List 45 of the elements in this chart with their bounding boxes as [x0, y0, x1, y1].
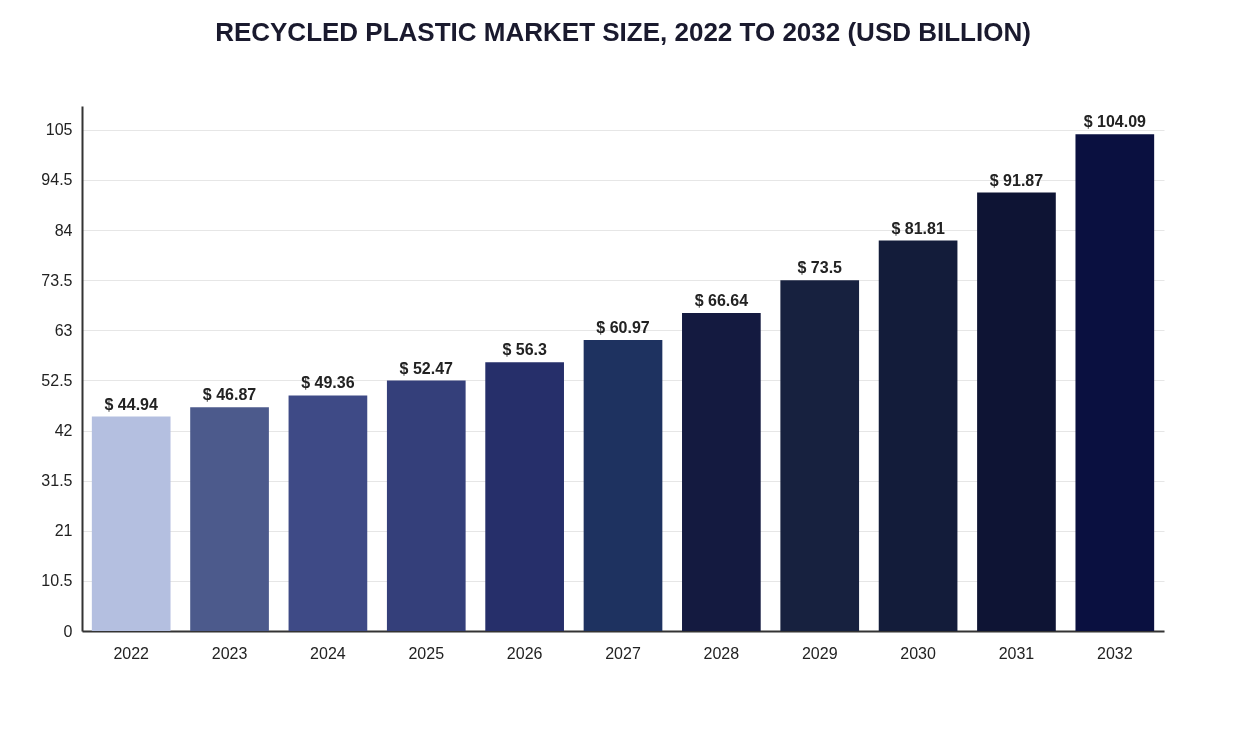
bar: [288, 395, 368, 631]
x-tick-label: 2026: [506, 644, 543, 662]
data-label: $ 46.87: [202, 386, 257, 404]
data-label: $ 81.81: [891, 219, 945, 237]
y-tick-label: 52.5: [41, 371, 73, 389]
y-tick-label: 0: [63, 622, 73, 640]
bar: [1075, 134, 1155, 631]
bar: [91, 416, 171, 631]
x-tick-label: 2028: [703, 644, 740, 662]
x-tick-label: 2023: [211, 644, 248, 662]
bar: [878, 240, 958, 631]
x-tick-label: 2024: [310, 644, 346, 662]
x-tick-label: 2031: [998, 644, 1035, 662]
data-label: $ 73.5: [797, 259, 843, 277]
bar: [386, 380, 466, 631]
y-tick-label: 73.5: [41, 271, 73, 289]
y-tick-label: 21: [54, 522, 73, 540]
bar: [682, 312, 761, 631]
x-tick-label: 2030: [900, 644, 936, 662]
x-tick-label: 2032: [1097, 644, 1133, 662]
y-tick-label: 31.5: [41, 472, 73, 490]
bar: [583, 340, 663, 631]
bar: [485, 362, 564, 631]
y-tick-label: 84: [54, 221, 73, 239]
x-tick-label: 2025: [408, 644, 445, 662]
bar: [780, 280, 860, 631]
data-label: $ 66.64: [694, 291, 749, 309]
data-label: $ 49.36: [301, 374, 355, 392]
data-label: $ 60.97: [596, 319, 650, 337]
x-tick-label: 2027: [605, 644, 641, 662]
data-label: $ 91.87: [989, 171, 1044, 189]
x-tick-label: 2029: [801, 644, 838, 662]
bar: [190, 407, 269, 631]
y-tick-label: 63: [54, 321, 73, 339]
data-label: $ 52.47: [399, 359, 454, 377]
bar: [977, 192, 1056, 631]
y-tick-label: 42: [54, 422, 73, 440]
y-tick-label: 10.5: [41, 572, 73, 590]
y-tick-label: 94.5: [41, 171, 73, 189]
data-label: $ 56.3: [502, 341, 547, 359]
y-tick-label: 105: [45, 121, 73, 139]
x-tick-label: 2022: [113, 644, 150, 662]
chart-title: RECYCLED PLASTIC MARKET SIZE, 2022 TO 2032 (USD BILLION): [215, 17, 1031, 47]
data-label: $ 104.09: [1083, 113, 1147, 131]
data-label: $ 44.94: [104, 395, 158, 413]
